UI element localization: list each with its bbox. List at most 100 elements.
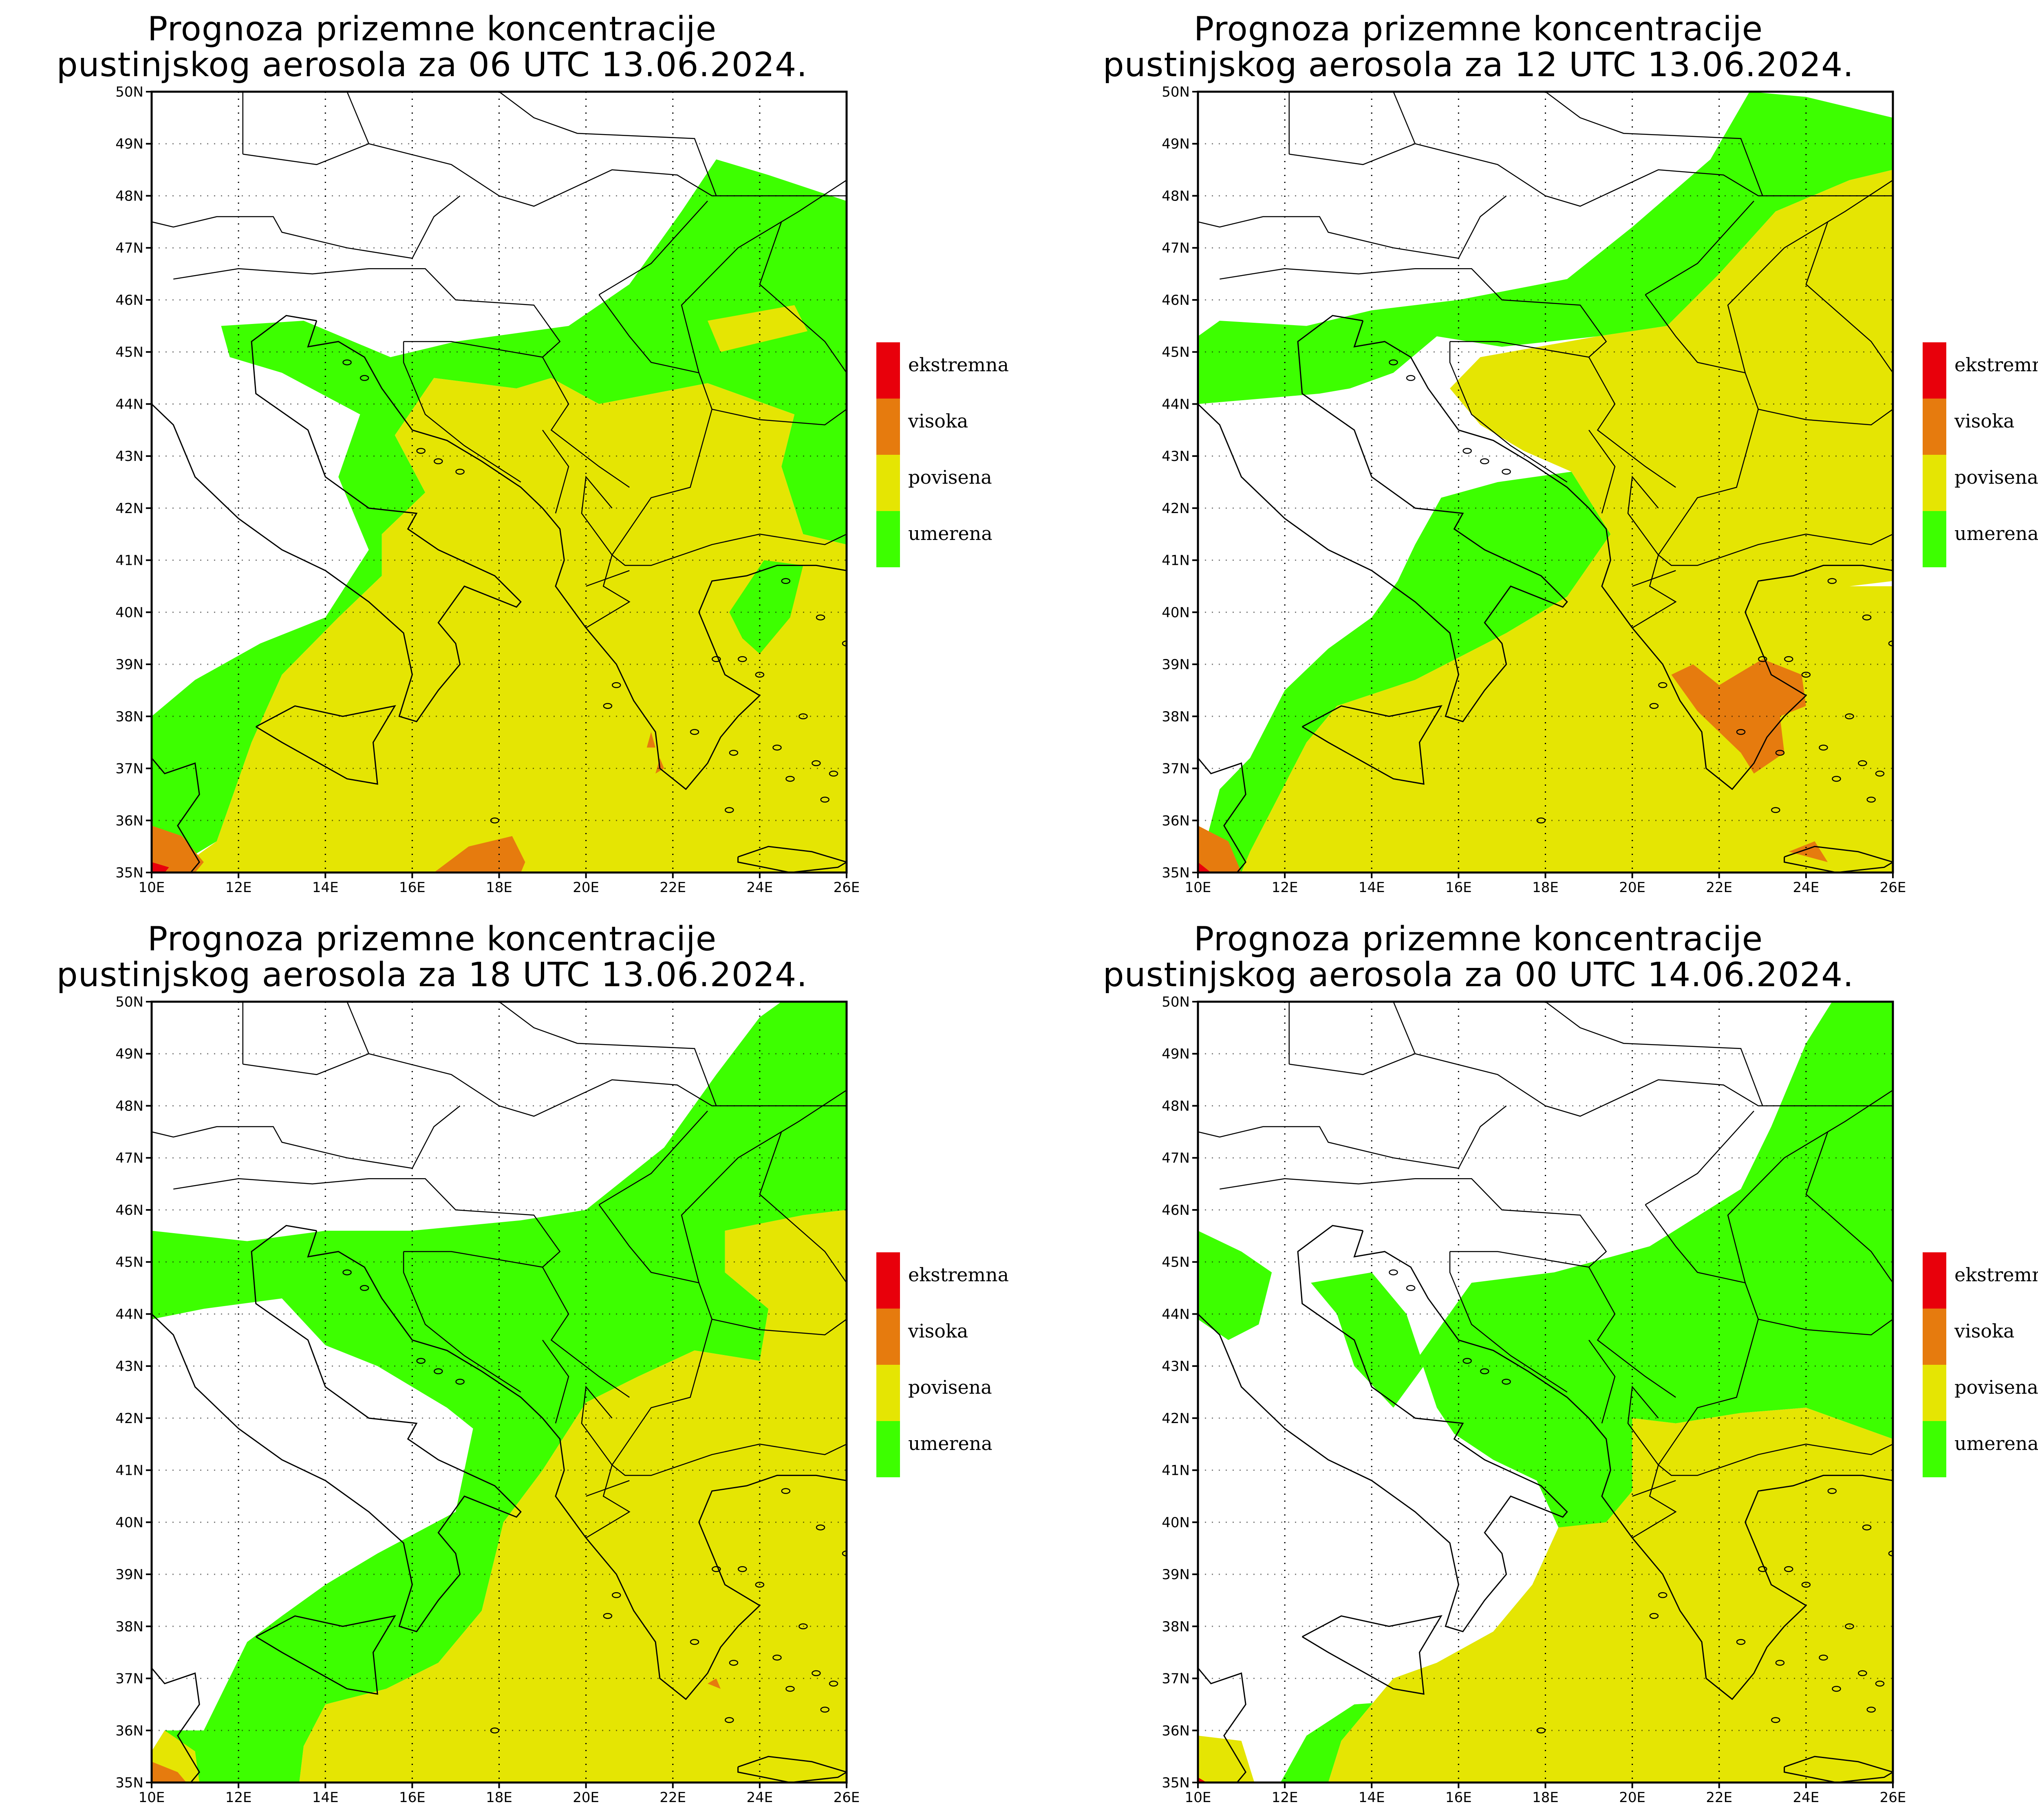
x-tick-label: 18E	[1532, 879, 1559, 896]
aerosol-region-visoka	[1198, 826, 1242, 873]
island	[1888, 1550, 1893, 1557]
country-border	[1632, 570, 1676, 587]
island	[816, 1524, 825, 1531]
country-border	[759, 221, 847, 373]
country-border	[243, 143, 847, 207]
y-tick-label: 42N	[115, 500, 143, 517]
x-tick-label: 10E	[139, 1789, 165, 1806]
country-border	[1220, 268, 1676, 488]
x-tick-label: 16E	[399, 1789, 426, 1806]
island	[690, 1639, 699, 1645]
country-border	[1198, 195, 1507, 259]
x-tick-label: 18E	[486, 879, 512, 896]
map-area	[152, 92, 847, 873]
island	[1406, 1285, 1416, 1291]
island	[798, 1623, 808, 1630]
y-tick-label: 48N	[115, 188, 143, 204]
country-border	[581, 1386, 631, 1538]
coastline	[307, 320, 847, 790]
y-tick-label: 45N	[115, 344, 143, 361]
country-border	[404, 1251, 543, 1268]
legend-label-visoka: visoka	[908, 1320, 968, 1342]
title-line-1: Prognoza prizemne koncentracije	[147, 10, 717, 48]
island	[342, 1269, 352, 1276]
coastline	[1198, 758, 1247, 873]
country-border	[1545, 1002, 1763, 1106]
island	[1801, 672, 1811, 678]
country-border	[1393, 92, 1416, 144]
coastline	[1784, 846, 1893, 873]
coastline	[1784, 1756, 1893, 1783]
country-border	[681, 1090, 847, 1283]
x-tick-label: 10E	[1185, 879, 1211, 896]
country-border	[1645, 201, 1754, 295]
aerosol-region-povisena	[173, 378, 847, 873]
legend-label-visoka: visoka	[1954, 1320, 2015, 1342]
legend: ekstremna visoka povisena umerena	[876, 1252, 1048, 1481]
country-border	[542, 1340, 569, 1423]
map-area	[1198, 1002, 1893, 1783]
legend-swatch-visoka	[876, 399, 900, 455]
country-border	[598, 1111, 708, 1205]
coastline	[152, 1225, 522, 1633]
legend-swatch-ekstremna	[1923, 1252, 1946, 1309]
country-border	[1449, 342, 1568, 483]
legend-label-povisena: povisena	[908, 1376, 992, 1398]
x-tick-label: 24E	[1793, 1789, 1820, 1806]
country-border	[1727, 1090, 1893, 1283]
y-tick-label: 50N	[115, 84, 143, 100]
aerosol-region-visoka	[646, 732, 656, 748]
y-tick-label: 45N	[115, 1254, 143, 1271]
country-border	[403, 1252, 521, 1393]
legend-label-umerena: umerena	[1954, 1432, 2038, 1454]
y-tick-label: 45N	[1162, 344, 1190, 361]
country-border	[1627, 1386, 1677, 1538]
title-line-2: pustinjskog aerosola za 12 UTC 13.06.202…	[1103, 46, 1854, 84]
aerosol-region-umerena	[1280, 1002, 1893, 1783]
island	[729, 749, 739, 756]
title-line-1: Prognoza prizemne koncentracije	[1193, 10, 1763, 48]
y-tick-label: 44N	[115, 1306, 143, 1322]
panel-title: Prognoza prizemne koncentracije pustinjs…	[49, 921, 815, 993]
island	[1758, 656, 1767, 662]
country-border	[1545, 92, 1763, 196]
aerosol-region-povisena	[708, 305, 808, 352]
x-tick-label: 12E	[1272, 879, 1298, 896]
y-tick-label: 39N	[115, 1567, 143, 1583]
x-tick-label: 14E	[312, 879, 339, 896]
legend-label-umerena: umerena	[908, 522, 993, 544]
y-tick-label: 43N	[115, 1358, 143, 1375]
island	[820, 1706, 829, 1713]
island	[755, 672, 765, 678]
legend-label-ekstremna: ekstremna	[908, 1264, 1009, 1286]
country-border	[598, 1204, 847, 1476]
coastline	[1198, 1225, 1568, 1633]
island	[416, 448, 426, 454]
panel-title: Prognoza prizemne koncentracije pustinjs…	[1095, 921, 1862, 993]
island	[1502, 1379, 1511, 1385]
island	[1389, 1269, 1398, 1276]
forecast-map: 10E 12E 14E 16E 18E 20E 22E 24E 26E 35N 36N 37N 38N 3…	[115, 84, 860, 896]
y-tick-label: 47N	[115, 1150, 143, 1166]
island	[738, 1566, 747, 1572]
island	[1875, 771, 1885, 777]
y-tick-label: 41N	[1162, 1463, 1190, 1479]
island	[416, 1358, 426, 1364]
island	[360, 1285, 369, 1291]
island	[798, 713, 808, 720]
aerosol-region-umerena	[1311, 1272, 1424, 1408]
aerosol-region-umerena	[1198, 1231, 1272, 1340]
island	[434, 1368, 443, 1375]
x-tick-label: 12E	[1272, 1789, 1298, 1806]
legend-swatch-ekstremna	[876, 1252, 900, 1309]
island	[1862, 1524, 1872, 1531]
y-tick-label: 50N	[1162, 84, 1190, 100]
legend-label-visoka: visoka	[1954, 410, 2015, 432]
island	[1801, 1582, 1811, 1588]
y-tick-label: 46N	[115, 1202, 143, 1218]
island	[1536, 817, 1546, 824]
aerosol-region-umerena	[1198, 472, 1611, 873]
island	[611, 682, 621, 688]
y-tick-label: 40N	[115, 604, 143, 621]
island	[611, 1592, 621, 1598]
